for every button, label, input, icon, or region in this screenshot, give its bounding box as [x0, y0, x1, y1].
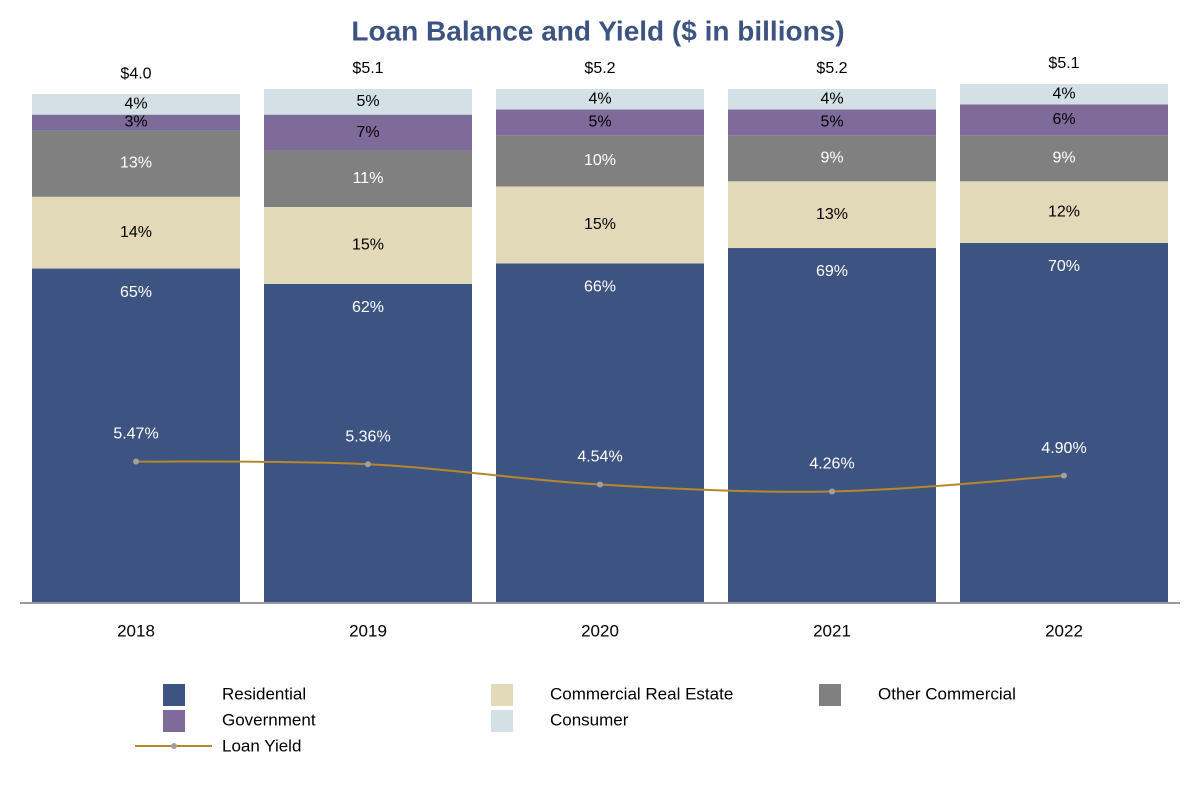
- bar-segment: [32, 94, 240, 115]
- bar-segment: [496, 89, 704, 110]
- bar-segment: [32, 130, 240, 197]
- bar-segment: [496, 186, 704, 264]
- data-label: 7%: [356, 124, 379, 141]
- bar-segment: [960, 104, 1168, 136]
- chart-title: Loan Balance and Yield ($ in billions): [351, 15, 844, 46]
- x-tick-label: 2022: [1045, 621, 1083, 640]
- legend-label: Consumer: [550, 710, 629, 729]
- data-label: 10%: [584, 152, 616, 169]
- bar-segment: [264, 89, 472, 115]
- bar-segment: [264, 206, 472, 284]
- data-label: 4%: [820, 90, 843, 107]
- bar-segment: [960, 242, 1168, 602]
- line-point: [1061, 472, 1067, 479]
- bar-segment: [960, 83, 1168, 105]
- total-label: $4.0: [120, 65, 151, 82]
- data-label: 66%: [584, 279, 616, 296]
- legend-marker: [171, 743, 177, 749]
- legend-label: Other Commercial: [878, 684, 1016, 703]
- data-label: 3%: [124, 114, 147, 131]
- legend-label: Loan Yield: [222, 736, 301, 755]
- data-label: 15%: [584, 216, 616, 233]
- legend-label: Residential: [222, 684, 306, 703]
- legend-swatch: [819, 684, 841, 706]
- line-point: [597, 481, 603, 488]
- bar-segment: [32, 196, 240, 269]
- legend-swatch: [491, 684, 513, 706]
- data-label: 12%: [1048, 203, 1080, 220]
- bar-segment: [728, 181, 936, 249]
- data-label: 5%: [820, 114, 843, 131]
- data-label: 5%: [588, 114, 611, 131]
- legend-swatch: [163, 710, 185, 732]
- bar-segment: [264, 114, 472, 151]
- data-label: 4%: [588, 90, 611, 107]
- bar-segment: [728, 89, 936, 110]
- total-label: $5.2: [584, 60, 615, 77]
- data-label: 69%: [816, 263, 848, 280]
- line-point: [365, 461, 371, 468]
- data-label: 4%: [124, 96, 147, 113]
- bar-segment: [32, 114, 240, 131]
- bar-segment: [960, 135, 1168, 182]
- data-label: 13%: [120, 155, 152, 172]
- data-label: 9%: [820, 149, 843, 166]
- bar-segment: [728, 135, 936, 182]
- bar-segment: [960, 181, 1168, 243]
- legend-label: Commercial Real Estate: [550, 684, 733, 703]
- data-label: 13%: [816, 206, 848, 223]
- legend-swatch: [491, 710, 513, 732]
- x-tick-label: 2018: [117, 621, 155, 640]
- data-label: 4.54%: [577, 449, 622, 466]
- x-tick-label: 2021: [813, 621, 851, 640]
- bar-segment: [496, 135, 704, 187]
- bar-segment: [728, 109, 936, 136]
- bar-segment: [264, 283, 472, 602]
- legend-label: Government: [222, 710, 316, 729]
- legend-swatch: [163, 684, 185, 706]
- data-label: 15%: [352, 237, 384, 254]
- data-label: 6%: [1052, 111, 1075, 128]
- data-label: 5.36%: [345, 428, 390, 445]
- bar-segment: [32, 268, 240, 602]
- bar-segment: [264, 150, 472, 207]
- data-label: 62%: [352, 299, 384, 316]
- total-label: $5.2: [816, 60, 847, 77]
- data-label: 4.26%: [809, 456, 854, 473]
- data-label: 4%: [1052, 85, 1075, 102]
- data-label: 70%: [1048, 258, 1080, 275]
- data-label: 5%: [356, 93, 379, 110]
- total-label: $5.1: [352, 60, 383, 77]
- total-label: $5.1: [1048, 55, 1079, 72]
- line-point: [133, 458, 139, 465]
- data-label: 5.47%: [113, 426, 158, 443]
- x-tick-label: 2020: [581, 621, 619, 640]
- data-label: 11%: [353, 170, 384, 187]
- bar-segment: [496, 263, 704, 602]
- x-tick-label: 2019: [349, 621, 387, 640]
- data-label: 14%: [120, 224, 152, 241]
- data-label: 9%: [1052, 149, 1075, 166]
- bar-segment: [728, 248, 936, 602]
- line-point: [829, 488, 835, 495]
- data-label: 65%: [120, 284, 152, 301]
- bar-segment: [496, 109, 704, 136]
- data-label: 4.90%: [1041, 440, 1086, 457]
